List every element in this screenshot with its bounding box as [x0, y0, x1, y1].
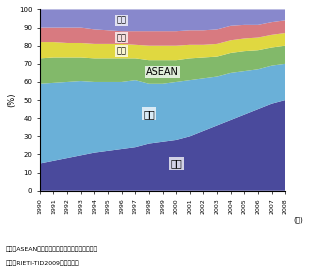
Text: 日本: 日本: [143, 109, 155, 119]
Y-axis label: (%): (%): [7, 93, 16, 107]
Text: 台湾: 台湾: [117, 33, 127, 42]
Text: (年): (年): [294, 216, 303, 223]
Text: 中国: 中国: [170, 159, 182, 169]
Text: 備考：ASEANはラオス、ミャンマーを除く合計。: 備考：ASEANはラオス、ミャンマーを除く合計。: [6, 247, 99, 252]
Text: 資料：RIETI-TID2009から作成。: 資料：RIETI-TID2009から作成。: [6, 260, 80, 266]
Text: ASEAN: ASEAN: [146, 67, 179, 77]
Text: 韓国: 韓国: [117, 47, 127, 56]
Text: 香港: 香港: [117, 16, 127, 25]
